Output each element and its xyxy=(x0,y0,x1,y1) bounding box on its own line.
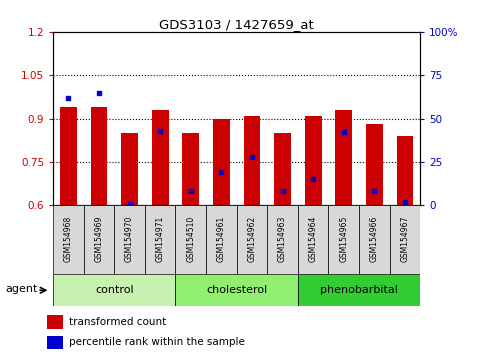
Bar xyxy=(152,110,169,205)
Bar xyxy=(397,136,413,205)
Bar xyxy=(114,205,145,274)
Text: GSM154965: GSM154965 xyxy=(339,216,348,262)
Bar xyxy=(145,205,175,274)
Text: GSM154961: GSM154961 xyxy=(217,216,226,262)
Text: GSM154967: GSM154967 xyxy=(400,216,410,262)
Bar xyxy=(305,116,322,205)
Text: GSM154970: GSM154970 xyxy=(125,216,134,262)
Text: agent: agent xyxy=(5,284,38,294)
Text: GSM154510: GSM154510 xyxy=(186,216,195,262)
Bar xyxy=(53,274,175,306)
Text: transformed count: transformed count xyxy=(70,317,167,327)
Text: GSM154964: GSM154964 xyxy=(309,216,318,262)
Bar xyxy=(91,107,107,205)
Bar xyxy=(274,133,291,205)
Bar xyxy=(335,110,352,205)
Text: GSM154969: GSM154969 xyxy=(95,216,103,262)
Bar xyxy=(121,133,138,205)
Bar xyxy=(243,116,260,205)
Bar xyxy=(213,119,230,205)
Text: percentile rank within the sample: percentile rank within the sample xyxy=(70,337,245,348)
Bar xyxy=(47,336,63,349)
Bar xyxy=(84,205,114,274)
Bar xyxy=(183,133,199,205)
Text: phenobarbital: phenobarbital xyxy=(320,285,398,295)
Text: GSM154966: GSM154966 xyxy=(370,216,379,262)
Text: GSM154968: GSM154968 xyxy=(64,216,73,262)
Text: GSM154963: GSM154963 xyxy=(278,216,287,262)
Bar xyxy=(359,205,390,274)
Bar xyxy=(206,205,237,274)
Bar xyxy=(298,274,420,306)
Bar xyxy=(47,315,63,329)
Bar xyxy=(366,124,383,205)
Bar xyxy=(175,205,206,274)
Bar xyxy=(298,205,328,274)
Bar xyxy=(267,205,298,274)
Text: cholesterol: cholesterol xyxy=(206,285,267,295)
Bar xyxy=(237,205,267,274)
Bar xyxy=(328,205,359,274)
Bar xyxy=(390,205,420,274)
Text: GSM154962: GSM154962 xyxy=(247,216,256,262)
Title: GDS3103 / 1427659_at: GDS3103 / 1427659_at xyxy=(159,18,314,31)
Bar xyxy=(60,107,77,205)
Text: GSM154971: GSM154971 xyxy=(156,216,165,262)
Bar xyxy=(175,274,298,306)
Text: control: control xyxy=(95,285,134,295)
Bar xyxy=(53,205,84,274)
